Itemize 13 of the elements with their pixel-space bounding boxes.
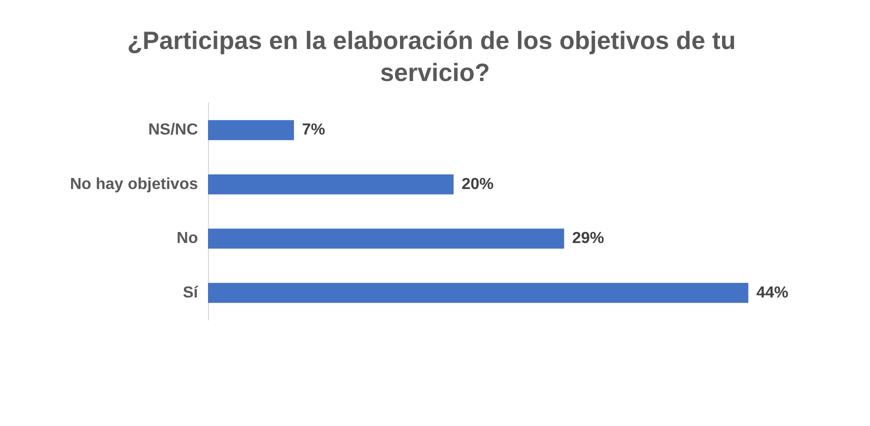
chart-title: ¿Participas en la elaboración de los objetivos de tu servicio? [127, 27, 743, 87]
data-label: 44% [756, 284, 788, 302]
bar [208, 282, 748, 303]
y-tick-label: No hay objetivos [70, 176, 198, 193]
data-label: 29% [572, 230, 604, 248]
y-tick-label: Sí [182, 284, 199, 302]
bar [208, 228, 564, 249]
data-label: 20% [462, 176, 494, 193]
bar [208, 174, 454, 194]
y-tick-label: No [176, 230, 198, 248]
bar [208, 120, 294, 140]
data-label: 7% [302, 122, 326, 139]
y-tick-label: NS/NC [148, 122, 198, 139]
